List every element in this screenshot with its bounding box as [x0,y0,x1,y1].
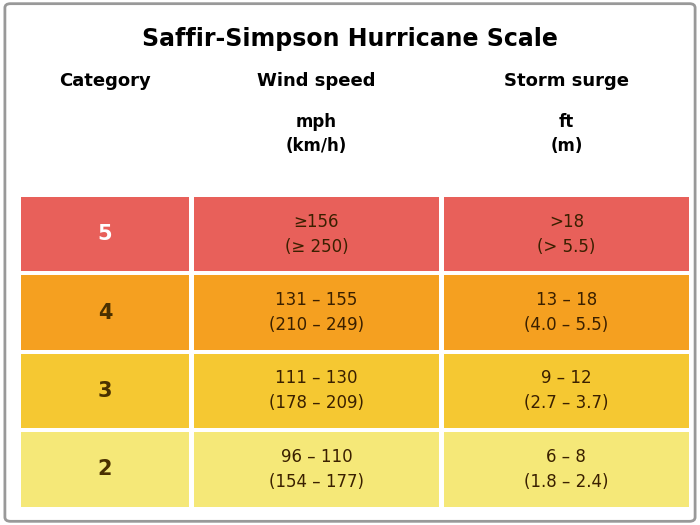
Bar [444,275,689,350]
Text: 5: 5 [97,224,112,244]
Text: 96 – 110
(154 – 177): 96 – 110 (154 – 177) [269,448,364,491]
Bar [444,354,689,428]
Text: Wind speed: Wind speed [257,72,376,90]
Bar [194,197,439,271]
Bar [194,275,439,350]
Bar [21,354,189,428]
Bar [194,432,439,507]
Bar [444,432,689,507]
Text: >18
(> 5.5): >18 (> 5.5) [537,213,596,256]
Text: 131 – 155
(210 – 249): 131 – 155 (210 – 249) [269,291,364,334]
Text: 2: 2 [97,459,112,479]
Text: ≥156
(≥ 250): ≥156 (≥ 250) [285,213,348,256]
Text: mph
(km/h): mph (km/h) [286,113,347,155]
Bar [21,197,189,271]
Text: 13 – 18
(4.0 – 5.5): 13 – 18 (4.0 – 5.5) [524,291,608,334]
Text: Storm surge: Storm surge [504,72,629,90]
Text: 111 – 130
(178 – 209): 111 – 130 (178 – 209) [269,370,364,413]
Text: ft
(m): ft (m) [550,113,582,155]
Bar [194,354,439,428]
Bar [444,197,689,271]
Text: 6 – 8
(1.8 – 2.4): 6 – 8 (1.8 – 2.4) [524,448,609,491]
Text: 3: 3 [97,381,112,401]
Bar [21,275,189,350]
Text: Saffir-Simpson Hurricane Scale: Saffir-Simpson Hurricane Scale [142,27,558,51]
Text: 4: 4 [97,302,112,322]
Bar [21,432,189,507]
FancyBboxPatch shape [5,4,695,521]
Text: 9 – 12
(2.7 – 3.7): 9 – 12 (2.7 – 3.7) [524,370,609,413]
Text: Category: Category [59,72,150,90]
